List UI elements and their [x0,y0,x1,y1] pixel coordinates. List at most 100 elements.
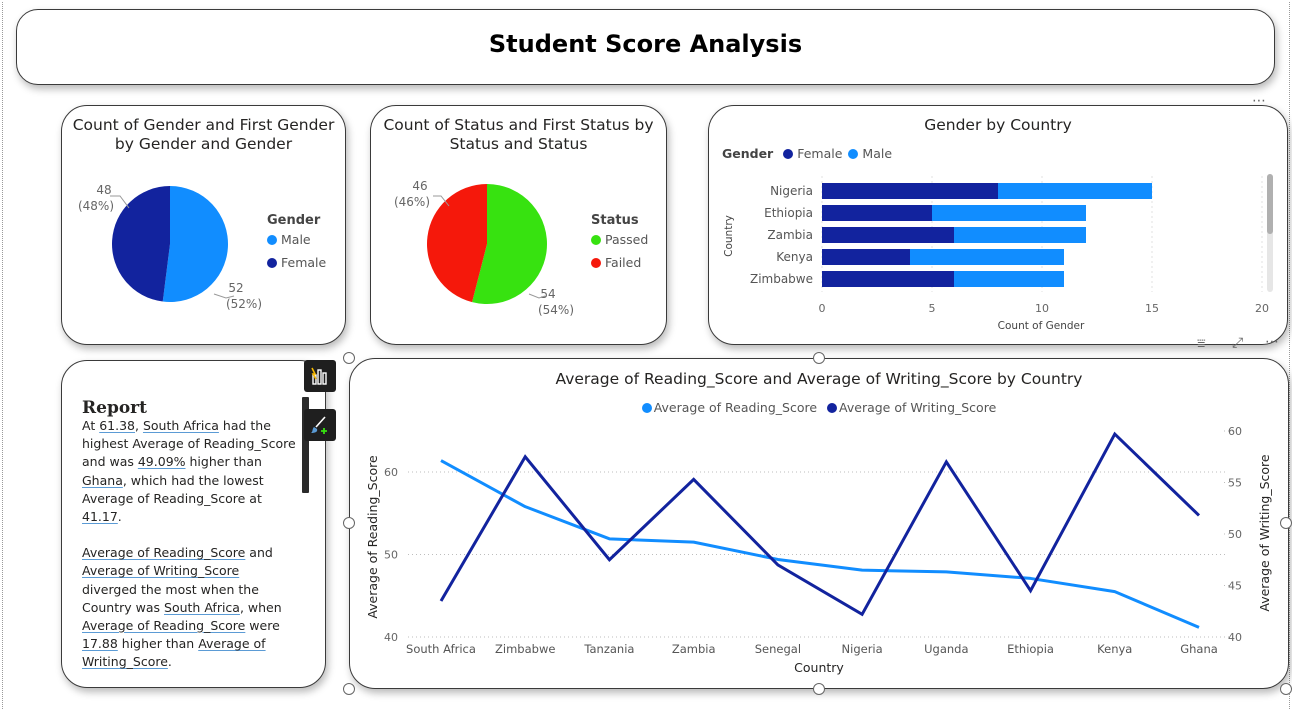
line-reading-score[interactable] [440,459,1200,629]
legend-item-passed[interactable]: Passed [591,232,648,247]
report-highlight[interactable]: Average of Writing_Score [82,636,266,670]
resize-handle-bottom-left[interactable] [343,683,355,695]
x-tick-label: Kenya [1097,642,1132,656]
status-pie-svg: 46 (46%) 54 (54%) [394,179,574,317]
gender-country-svg: Nigeria Ethiopia Zambia Kenya Zimbabwe 0 5 10 1… [723,174,1273,332]
status-passed-pct: (54%) [538,303,574,317]
report-highlight[interactable]: South Africa [142,418,219,433]
legend-item-female-bar[interactable]: Female [783,146,842,161]
bar-female-kenya[interactable] [822,249,910,265]
bar-female-ethiopia[interactable] [822,205,932,221]
pie-slice-female[interactable] [112,186,170,302]
gender-pie-card[interactable]: Count of Gender and First Gender by Gend… [61,105,346,345]
status-pie-legend: Status Passed Failed [591,213,648,270]
report-highlight[interactable]: 41.17 [82,509,118,525]
gender-country-y-axis-title: Country [723,215,735,257]
line-chart-gridlines [408,430,1234,638]
report-highlight[interactable]: South Africa [164,599,240,615]
report-text-run: , which had the lowest Average of Readin… [82,472,264,506]
legend-item-female[interactable]: Female [267,255,326,270]
legend-item-male-bar[interactable]: Male [848,146,892,161]
y-right-tick-label: 60 [1228,425,1242,438]
resize-handle-top-center[interactable] [813,352,825,364]
line-chart-right-ticks: 40 45 50 55 60 [1228,425,1242,644]
x-tick-label: Ghana [1180,642,1218,656]
report-highlight[interactable]: 17.88 [82,636,118,652]
gender-female-count: 48 [96,183,111,197]
report-text-run: and [245,545,273,561]
gender-pie-svg: 48 (48%) 52 (52%) [78,183,262,311]
resize-handle-middle-right[interactable] [1280,517,1292,529]
status-failed-count: 46 [412,179,427,193]
female-bar-swatch-icon [783,149,794,159]
gender-pie-title: Count of Gender and First Gender by Gend… [72,116,335,153]
pie-slice-passed[interactable] [472,184,547,304]
gender-country-bars[interactable] [822,183,1152,287]
legend-item-writing[interactable]: Average of Writing_Score [827,400,996,415]
legend-item-failed[interactable]: Failed [591,255,648,270]
y-left-tick-label: 60 [384,466,398,479]
bar-female-zambia[interactable] [822,227,954,243]
report-scrollbar[interactable] [302,397,309,493]
status-passed-leader [528,293,546,299]
line-chart-series[interactable] [439,431,1201,629]
line-chart-title: Average of Reading_Score and Average of … [555,370,1083,388]
resize-handle-bottom-right[interactable] [1280,683,1292,695]
resize-handle-bottom-center[interactable] [813,683,825,695]
status-pie-card[interactable]: Count of Status and First Status by Stat… [370,105,667,345]
resize-handle-top-left[interactable] [343,352,355,364]
y-right-tick-label: 55 [1228,477,1242,490]
bar-male-ethiopia[interactable] [932,205,1086,221]
report-text-run: diverged the most when the Country was [82,581,259,615]
gender-country-card[interactable]: Gender by Country Gender Female Male Nig… [708,105,1288,345]
gender-pie-slices[interactable] [112,186,229,302]
bar-male-zambia[interactable] [954,227,1086,243]
format-visual-button[interactable] [304,409,336,441]
bar-male-nigeria[interactable] [998,183,1152,199]
report-highlight[interactable]: 61.38 [99,418,136,433]
report-text-run: . [167,654,172,670]
bar-male-zimbabwe[interactable] [954,271,1064,287]
x-tick-label: Zambia [672,642,716,656]
bar-insights-icon [311,367,327,385]
report-text-run: higher than [117,636,199,652]
report-highlight[interactable]: Average of Reading_Score [82,618,246,634]
visual-insights-button[interactable] [304,360,336,392]
status-failed-pct: (46%) [394,195,430,209]
x-tick-label: South Africa [406,642,476,656]
more-options-icon[interactable]: ⋯ [1265,334,1279,350]
pie-slice-male[interactable] [162,186,229,302]
female-swatch-icon [267,258,277,268]
legend-item-reading[interactable]: Average of Reading_Score [641,400,817,415]
status-pie-slices[interactable] [426,184,547,304]
failed-swatch-icon [591,258,601,268]
resize-handle-middle-left[interactable] [343,517,355,529]
title-card: Student Score Analysis [16,9,1275,85]
scrollbar-thumb[interactable] [1267,174,1273,234]
legend-item-male[interactable]: Male [267,232,326,247]
filter-icon[interactable]: ⩸ [1197,336,1206,352]
category-label: Ethiopia [764,206,813,220]
bar-female-nigeria[interactable] [822,183,998,199]
bar-male-kenya[interactable] [910,249,1064,265]
y-left-tick-label: 40 [384,631,398,644]
line-chart-card[interactable]: Average of Reading_Score and Average of … [349,358,1289,689]
report-highlight[interactable]: Average of Writing_Score [82,563,240,579]
category-label: Nigeria [770,184,813,198]
writing-swatch-icon [827,403,838,413]
report-highlight[interactable]: 49.09% [137,454,186,470]
report-text-run: had the highest Average of Reading_Score… [82,418,296,470]
y-left-tick-label: 50 [384,549,398,562]
line-writing-score[interactable] [439,431,1201,617]
focus-mode-icon[interactable]: ⤢ [1232,335,1244,351]
gender-female-leader [110,195,130,209]
bar-female-zimbabwe[interactable] [822,271,954,287]
gender-country-x-axis-title: Count of Gender [998,320,1085,332]
report-highlight[interactable]: Average of Reading_Score [82,545,246,561]
report-highlight[interactable]: Ghana [82,472,123,488]
report-card[interactable]: Report At 61.38, South Africa had the hi… [61,360,326,688]
y-right-tick-label: 45 [1228,580,1242,593]
gender-legend-title: Gender [267,213,321,228]
category-label: Kenya [776,250,813,264]
pie-slice-failed[interactable] [426,184,487,303]
